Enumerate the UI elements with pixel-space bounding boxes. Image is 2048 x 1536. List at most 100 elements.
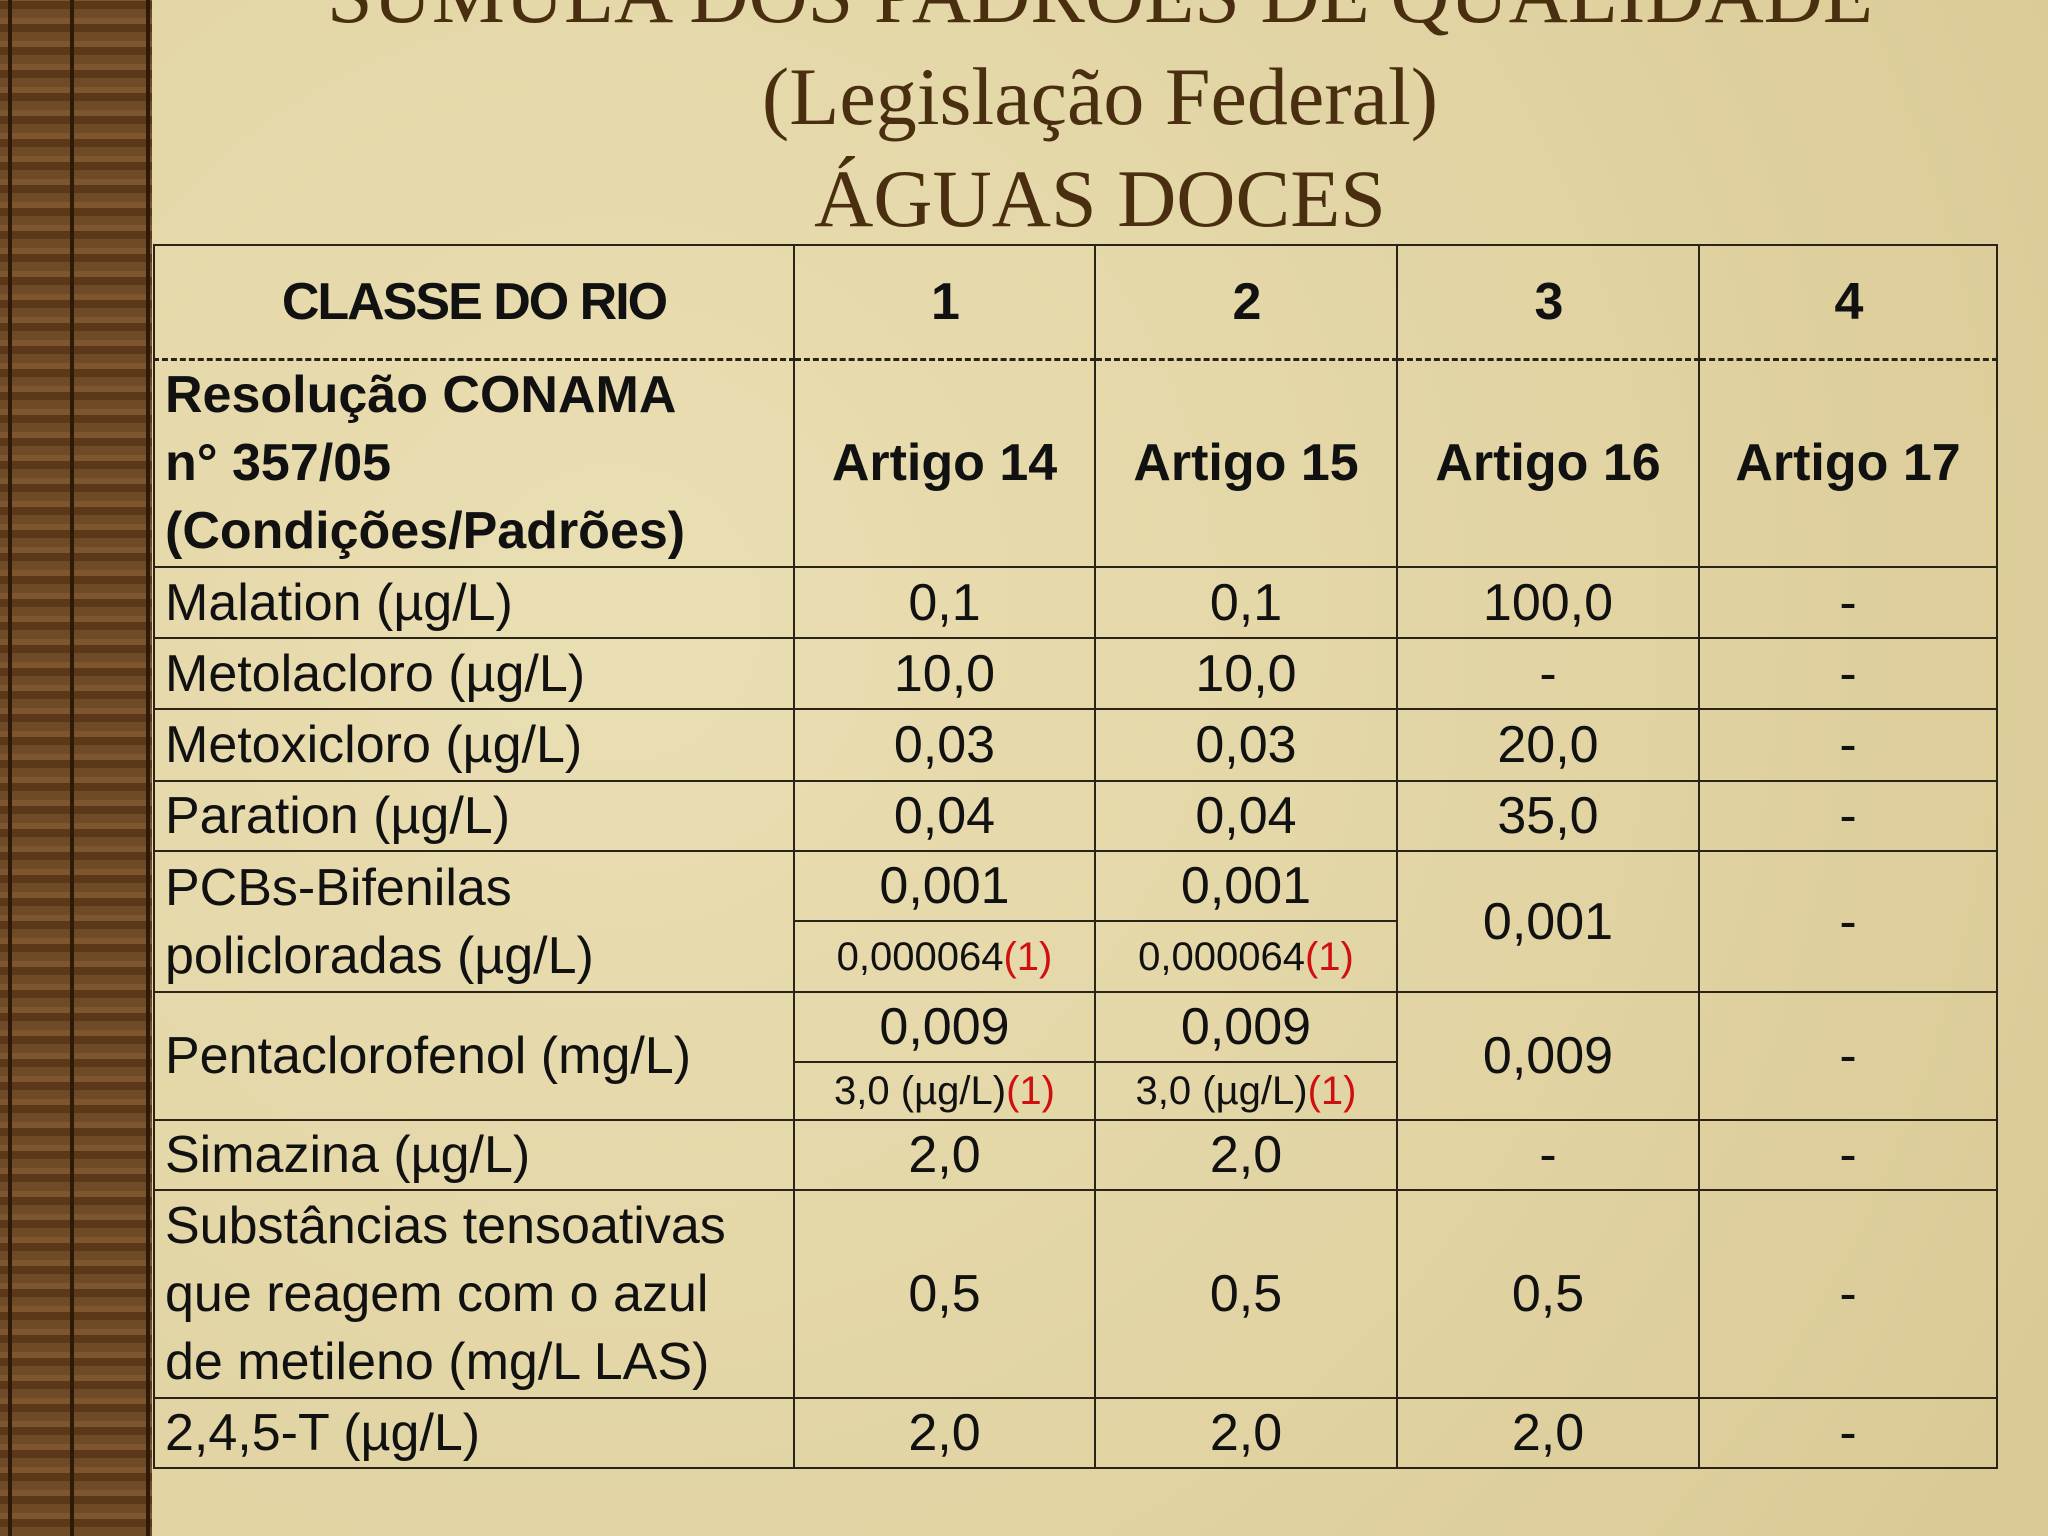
footnote-ref: (1) [1003,934,1053,979]
cell: 0,009 [793,991,1096,1063]
title-line: ÁGUAS DOCES [814,153,1386,244]
cell: 0,04 [793,780,1096,852]
header-row: CLASSE DO RIO 1 2 3 4 [153,244,1998,361]
cell-text: 0,000064 [1138,934,1305,979]
cell: 0,009 [1094,991,1398,1063]
cell: 0,5 [1396,1189,1700,1399]
cell: 100,0 [1396,566,1700,639]
cell: - [1396,1119,1700,1191]
cell: 10,0 [1094,637,1398,710]
footnote-ref: (1) [1304,934,1354,979]
label-line: Pentaclorofenol (mg/L) [165,1027,692,1085]
cell-text: 0,000064 [836,934,1004,979]
cell: 20,0 [1396,708,1700,782]
cell-text: 3,0 (µg/L) [834,1069,1007,1113]
table-row: 0,000064(1) 0,000064(1) [154,920,1997,993]
label-line: Substâncias tensoativas [165,1197,726,1255]
sub-cell: 0,000064(1) [793,920,1096,993]
cell: 0,009 [1396,991,1700,1121]
cell: 0,001 [1396,850,1700,993]
table-row: Substâncias tensoativas que reagem com o … [153,1189,1998,1399]
cell: - [1698,1397,1998,1469]
cell: 0,03 [1094,708,1398,782]
table-row: PCBs-Bifenilas policloradas (µg/L) 0,001 0,… [153,850,1998,993]
label-line: Simazina (µg/L) [165,1126,531,1184]
table-row: Pentaclorofenol (mg/L) 0,009 0,009 0,009- [153,991,1998,1121]
table-row: Metolacloro (µg/L) 10,0 10,0- - [153,637,1998,710]
table-row: Resolução CONAMA n° 357/05 (Condições/Padr… [153,358,1998,568]
row-label: Paration (µg/L) [153,780,795,852]
label-line: Paration (µg/L) [165,787,511,845]
row-label: Metolacloro (µg/L) [153,637,795,710]
cell: 35,0 [1396,780,1700,852]
cell: 0,5 [1094,1189,1398,1399]
table-row: Malation (µg/L) 0,1 0,1 100,0- [153,566,1998,639]
row-label: Simazina (µg/L) [153,1119,795,1191]
cell: 0,04 [1094,780,1398,852]
label-line: PCBs-Bifenilas [165,858,512,917]
table-row: 2,4,5-T (µg/L) 2,0 2,0 2,0- [153,1397,1998,1469]
cell: - [1698,566,1998,639]
title-line: SÚMULA DOS PADRÕES DE QUALIDADE [152,0,2048,46]
table-row: Paration (µg/L) 0,04 0,04 35,0- [153,780,1998,852]
sub-cell: 3,0 (µg/L)(1) [1094,1061,1398,1121]
cell: - [1698,708,1998,782]
footnote-ref: (1) [1006,1069,1055,1113]
cell: 2,0 [793,1397,1096,1469]
title: SÚMULA DOS PADRÕES DE QUALIDADE (Legislaç… [152,0,2048,250]
title-line: (Legislação Federal) [761,51,1439,142]
cell: 0,5 [793,1189,1096,1399]
header-cell: 4 [1698,244,1998,361]
table-row: Simazina (µg/L) 2,0 2,0- - [153,1119,1998,1191]
cell: Artigo 17 [1698,358,1998,568]
cell: - [1698,1119,1998,1191]
label-line: n° 357/05 [165,434,392,493]
cell: 0,03 [793,708,1096,782]
sub-cell: 3,0 (µg/L)(1) [793,1061,1096,1121]
row-label: Substâncias tensoativas que reagem com o … [153,1189,795,1399]
cell: 0,1 [793,566,1096,639]
cell: - [1698,850,1998,993]
cell: 0,001 [793,850,1096,922]
label-line: 2,4,5-T (µg/L) [165,1404,481,1462]
cell: Artigo 14 [793,358,1096,568]
header-cell: 2 [1094,244,1398,361]
row-label: PCBs-Bifenilas policloradas (µg/L) [153,850,795,993]
row-label: Resolução CONAMA n° 357/05 (Condições/Padr… [153,358,795,568]
cell: 2,0 [1396,1397,1700,1469]
label-line: Resolução CONAMA [165,366,677,425]
cell: 0,001 [1094,850,1398,922]
cell: - [1698,1189,1998,1399]
cell: - [1396,637,1700,710]
row-label: Metoxicloro (µg/L) [153,708,795,782]
footnote-ref: (1) [1307,1069,1357,1113]
decor-strip [0,0,152,1536]
cell: 0,1 [1094,566,1398,639]
label-line: Metolacloro (µg/L) [165,644,586,703]
cell: Artigo 15 [1094,358,1398,568]
cell: - [1698,637,1998,710]
header-cell: 3 [1396,244,1700,361]
cell: 2,0 [793,1119,1096,1191]
cell: 2,0 [1094,1119,1398,1191]
label-line: Metoxicloro (µg/L) [165,716,583,774]
header-cell: CLASSE DO RIO [153,244,795,361]
label-line: Malation (µg/L) [165,573,513,632]
cell-text: 3,0 (µg/L) [1135,1069,1308,1113]
table-row: 3,0 (µg/L)(1) 3,0 (µg/L)(1) [154,1061,1997,1121]
row-label: Malation (µg/L) [153,566,795,639]
table: CLASSE DO RIO 1 2 3 4 Resolução CONAMA n° 357/… [153,244,1998,1469]
label-line: (Condições/Padrões) [165,502,686,561]
table-row: Metoxicloro (µg/L) 0,03 0,03 20,0- [153,708,1998,782]
label-line: que reagem com o azul [165,1265,709,1323]
cell: - [1698,991,1998,1121]
cell: 2,0 [1094,1397,1398,1469]
label-line: de metileno (mg/L LAS) [165,1333,710,1391]
cell: - [1698,780,1998,852]
sub-cell: 0,000064(1) [1094,920,1398,993]
row-label: 2,4,5-T (µg/L) [153,1397,795,1469]
label-line: policloradas (µg/L) [165,926,594,985]
cell: Artigo 16 [1396,358,1700,568]
